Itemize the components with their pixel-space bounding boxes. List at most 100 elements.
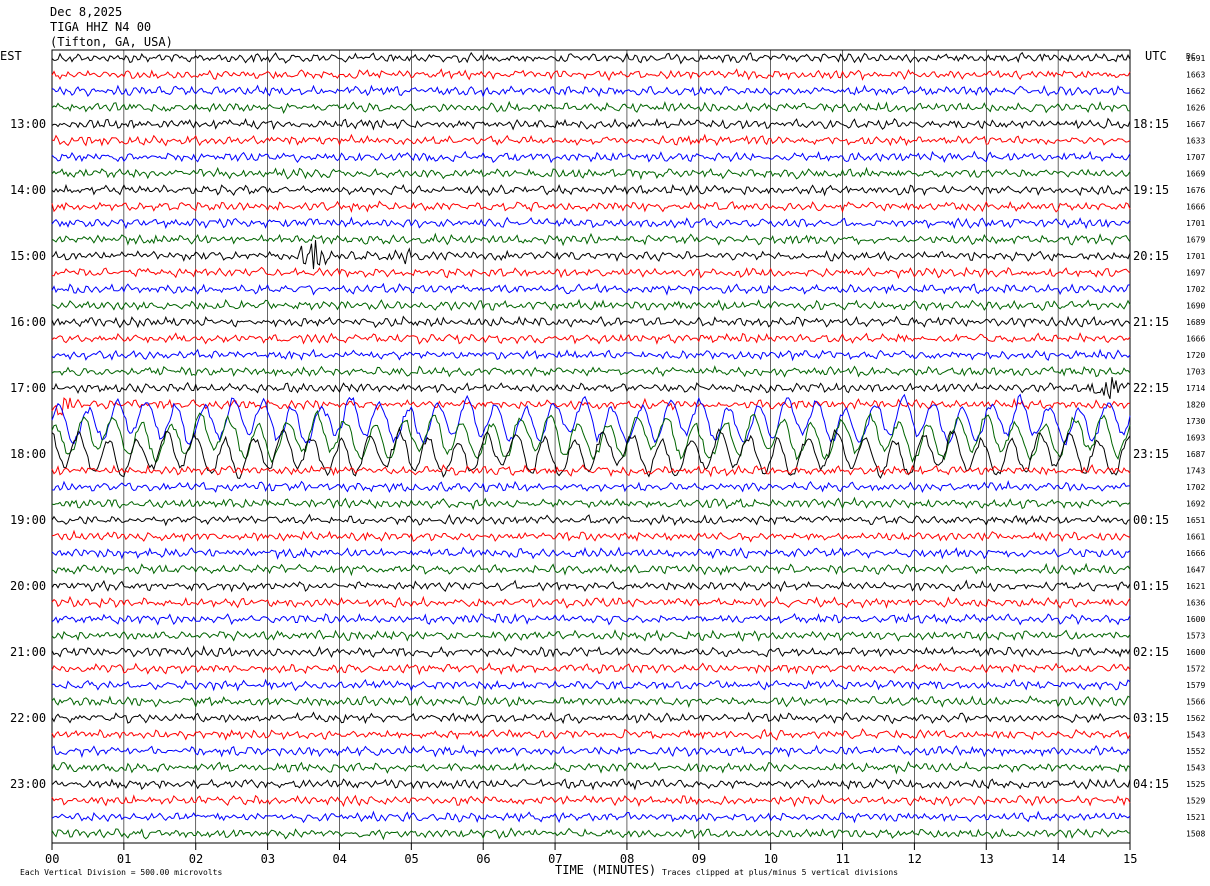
x-tick-label: 12 (907, 852, 921, 866)
trace-line (51, 546, 1131, 560)
dc-offset-label: 1562 (1186, 714, 1205, 723)
trace-line (51, 463, 1131, 478)
dc-offset-label: 1714 (1186, 384, 1205, 393)
trace-line (51, 744, 1131, 759)
est-hour-label: 19:00 (10, 513, 46, 527)
dc-offset-label: 1701 (1186, 252, 1205, 261)
dc-offset-label: 1720 (1186, 351, 1205, 360)
utc-axis-title: UTC (1145, 49, 1167, 63)
dc-offset-label: 1703 (1186, 368, 1205, 377)
trace-line (51, 426, 1131, 479)
utc-hour-label: 03:15 (1133, 711, 1169, 725)
dc-offset-label: 1566 (1186, 698, 1205, 707)
dc-offset-label: 1572 (1186, 665, 1205, 674)
trace-line (51, 827, 1131, 841)
dc-offset-label: 1543 (1186, 731, 1205, 740)
trace-line (51, 695, 1131, 709)
trace-line (51, 409, 1131, 464)
x-tick-label: 04 (332, 852, 346, 866)
dc-offset-label: 1697 (1186, 269, 1205, 278)
dc-offset-label: 1647 (1186, 566, 1205, 575)
x-tick-label: 13 (979, 852, 993, 866)
dc-offset-label: 1666 (1186, 549, 1205, 558)
trace-line (51, 629, 1131, 642)
plot-frame (51, 49, 1131, 844)
trace-line (51, 397, 1131, 416)
trace-line (51, 266, 1131, 280)
trace-line (51, 513, 1131, 527)
est-hour-label: 17:00 (10, 381, 46, 395)
utc-hour-labels: 18:15 19:15 20:15 21:15 22:15 23:15 00:15 01:15… (1133, 117, 1169, 791)
utc-hour-label: 23:15 (1133, 447, 1169, 461)
dc-offset-label: 1626 (1186, 104, 1205, 113)
utc-hour-label: 02:15 (1133, 645, 1169, 659)
dc-offset-label: 1661 (1186, 533, 1205, 542)
trace-line (51, 200, 1131, 214)
est-hour-label: 21:00 (10, 645, 46, 659)
utc-hour-label: 21:15 (1133, 315, 1169, 329)
x-tick-label: 05 (404, 852, 418, 866)
est-hour-label: 18:00 (10, 447, 46, 461)
x-tick-label: 03 (261, 852, 275, 866)
dc-offset-label: 1687 (1186, 450, 1205, 459)
dc-offset-label: 1820 (1186, 401, 1205, 410)
utc-hour-label: 04:15 (1133, 777, 1169, 791)
trace-line (51, 282, 1131, 296)
trace-line (51, 377, 1131, 399)
utc-hour-label: 19:15 (1133, 183, 1169, 197)
minute-gridlines (123, 50, 1059, 843)
x-tick-label: 15 (1123, 852, 1137, 866)
est-hour-label: 14:00 (10, 183, 46, 197)
trace-line (51, 562, 1131, 577)
station-label: TIGA HHZ N4 00 (50, 20, 151, 34)
dc-offset-label: 1666 (1186, 203, 1205, 212)
trace-line (51, 150, 1131, 164)
dc-offset-label: 1702 (1186, 285, 1205, 294)
dc-offset-label: 1701 (1186, 219, 1205, 228)
trace-line (51, 68, 1131, 82)
est-hour-label: 15:00 (10, 249, 46, 263)
utc-hour-label: 00:15 (1133, 513, 1169, 527)
trace-line (51, 315, 1131, 329)
dc-offset-label: 1621 (1186, 582, 1205, 591)
dc-offset-label: 1707 (1186, 153, 1205, 162)
dc-offset-labels: 1691 1663 1662 1626 1667 1633 1707 1669 1676 1666… (1186, 54, 1205, 839)
dc-offset-label: 1679 (1186, 236, 1205, 245)
utc-hour-label: 18:15 (1133, 117, 1169, 131)
dc-offset-label: 1667 (1186, 120, 1205, 129)
dc-offset-label: 1521 (1186, 813, 1205, 822)
x-tick-label: 08 (620, 852, 634, 866)
x-tick-label: 02 (189, 852, 203, 866)
trace-line (51, 529, 1131, 543)
dc-title: DC (1186, 52, 1196, 61)
x-axis-ticks: 00 01 02 03 04 05 06 07 08 09 10 11 12 13 14 15 (45, 843, 1137, 866)
trace-line (51, 595, 1131, 609)
trace-line (51, 810, 1131, 824)
dc-offset-label: 1662 (1186, 87, 1205, 96)
trace-line (51, 496, 1131, 511)
trace-line (51, 232, 1131, 247)
trace-line (51, 240, 1131, 270)
trace-line (51, 298, 1131, 312)
dc-offset-label: 1691 (1186, 54, 1205, 63)
dc-offset-label: 1508 (1186, 830, 1205, 839)
trace-line (51, 678, 1131, 692)
est-hour-label: 23:00 (10, 777, 46, 791)
utc-hour-label: 20:15 (1133, 249, 1169, 263)
trace-line (51, 645, 1131, 659)
location-label: (Tifton, GA, USA) (50, 35, 173, 49)
dc-offset-label: 1743 (1186, 467, 1205, 476)
dc-offset-label: 1552 (1186, 747, 1205, 756)
x-axis-title: TIME (MINUTES) (555, 863, 656, 877)
dc-offset-label: 1669 (1186, 170, 1205, 179)
x-tick-label: 07 (548, 852, 562, 866)
x-tick-label: 06 (476, 852, 490, 866)
utc-hour-label: 22:15 (1133, 381, 1169, 395)
dc-offset-label: 1689 (1186, 318, 1205, 327)
date-label: Dec 8,2025 (50, 5, 122, 19)
dc-offset-label: 1651 (1186, 516, 1205, 525)
dc-offset-label: 1702 (1186, 483, 1205, 492)
dc-offset-label: 1525 (1186, 780, 1205, 789)
trace-line (51, 133, 1131, 147)
